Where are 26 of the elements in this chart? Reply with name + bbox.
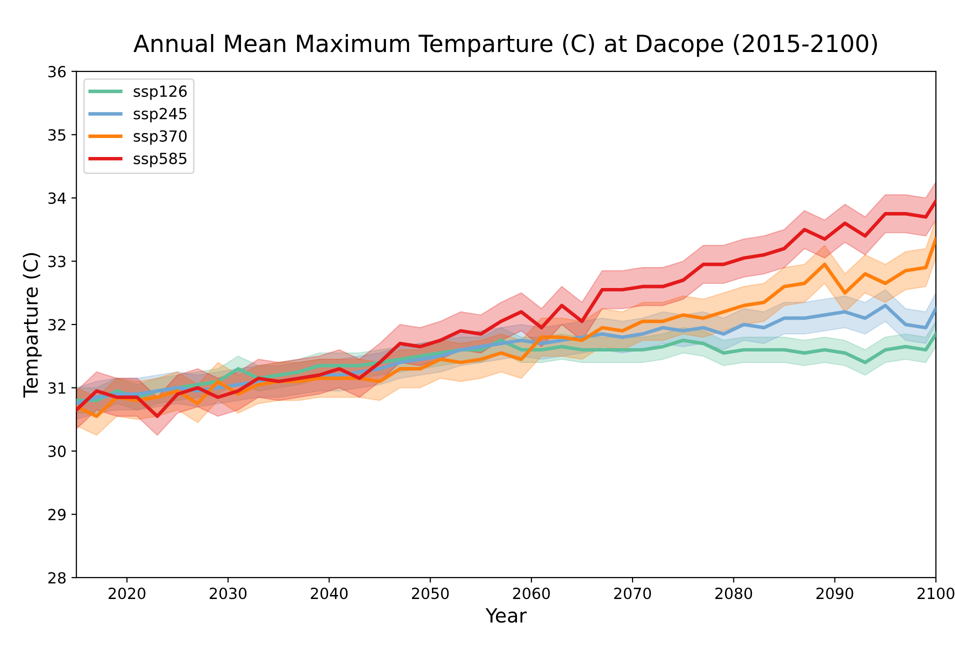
y-tick-label: 36 xyxy=(48,66,66,78)
x-tick-label: 2040 xyxy=(310,588,348,600)
y-tick-label: 28 xyxy=(48,572,66,584)
legend-label: ssp585 xyxy=(134,152,186,168)
x-axis-title: Year xyxy=(486,608,527,623)
y-tick-label: 31 xyxy=(48,382,66,394)
legend-label: ssp245 xyxy=(134,108,186,122)
x-tick-label: 2020 xyxy=(108,588,146,600)
chart-title: Annual Mean Maximum Temparture (C) at Dacope (2015-2100) xyxy=(134,34,877,57)
line-series xyxy=(76,237,936,418)
x-tick-label: 2080 xyxy=(715,588,752,600)
y-tick-label: 32 xyxy=(48,318,66,331)
x-tick-label: 2090 xyxy=(816,588,854,600)
x-tick-label: 2100 xyxy=(918,588,954,600)
x-tick-label: 2030 xyxy=(210,588,246,600)
x-tick-label: 2050 xyxy=(412,588,449,600)
x-tick-label: 2070 xyxy=(614,588,651,600)
legend-label: ssp126 xyxy=(134,85,187,100)
x-tick-label: 2060 xyxy=(513,588,550,600)
legend-label: ssp370 xyxy=(134,130,187,145)
y-tick-label: 30 xyxy=(48,446,66,458)
y-axis-title: Temparture (C) xyxy=(22,253,42,398)
y-tick-label: 34 xyxy=(48,192,66,204)
y-tick-label: 35 xyxy=(48,129,66,141)
y-tick-label: 33 xyxy=(48,256,66,268)
y-tick-label: 29 xyxy=(48,508,66,520)
